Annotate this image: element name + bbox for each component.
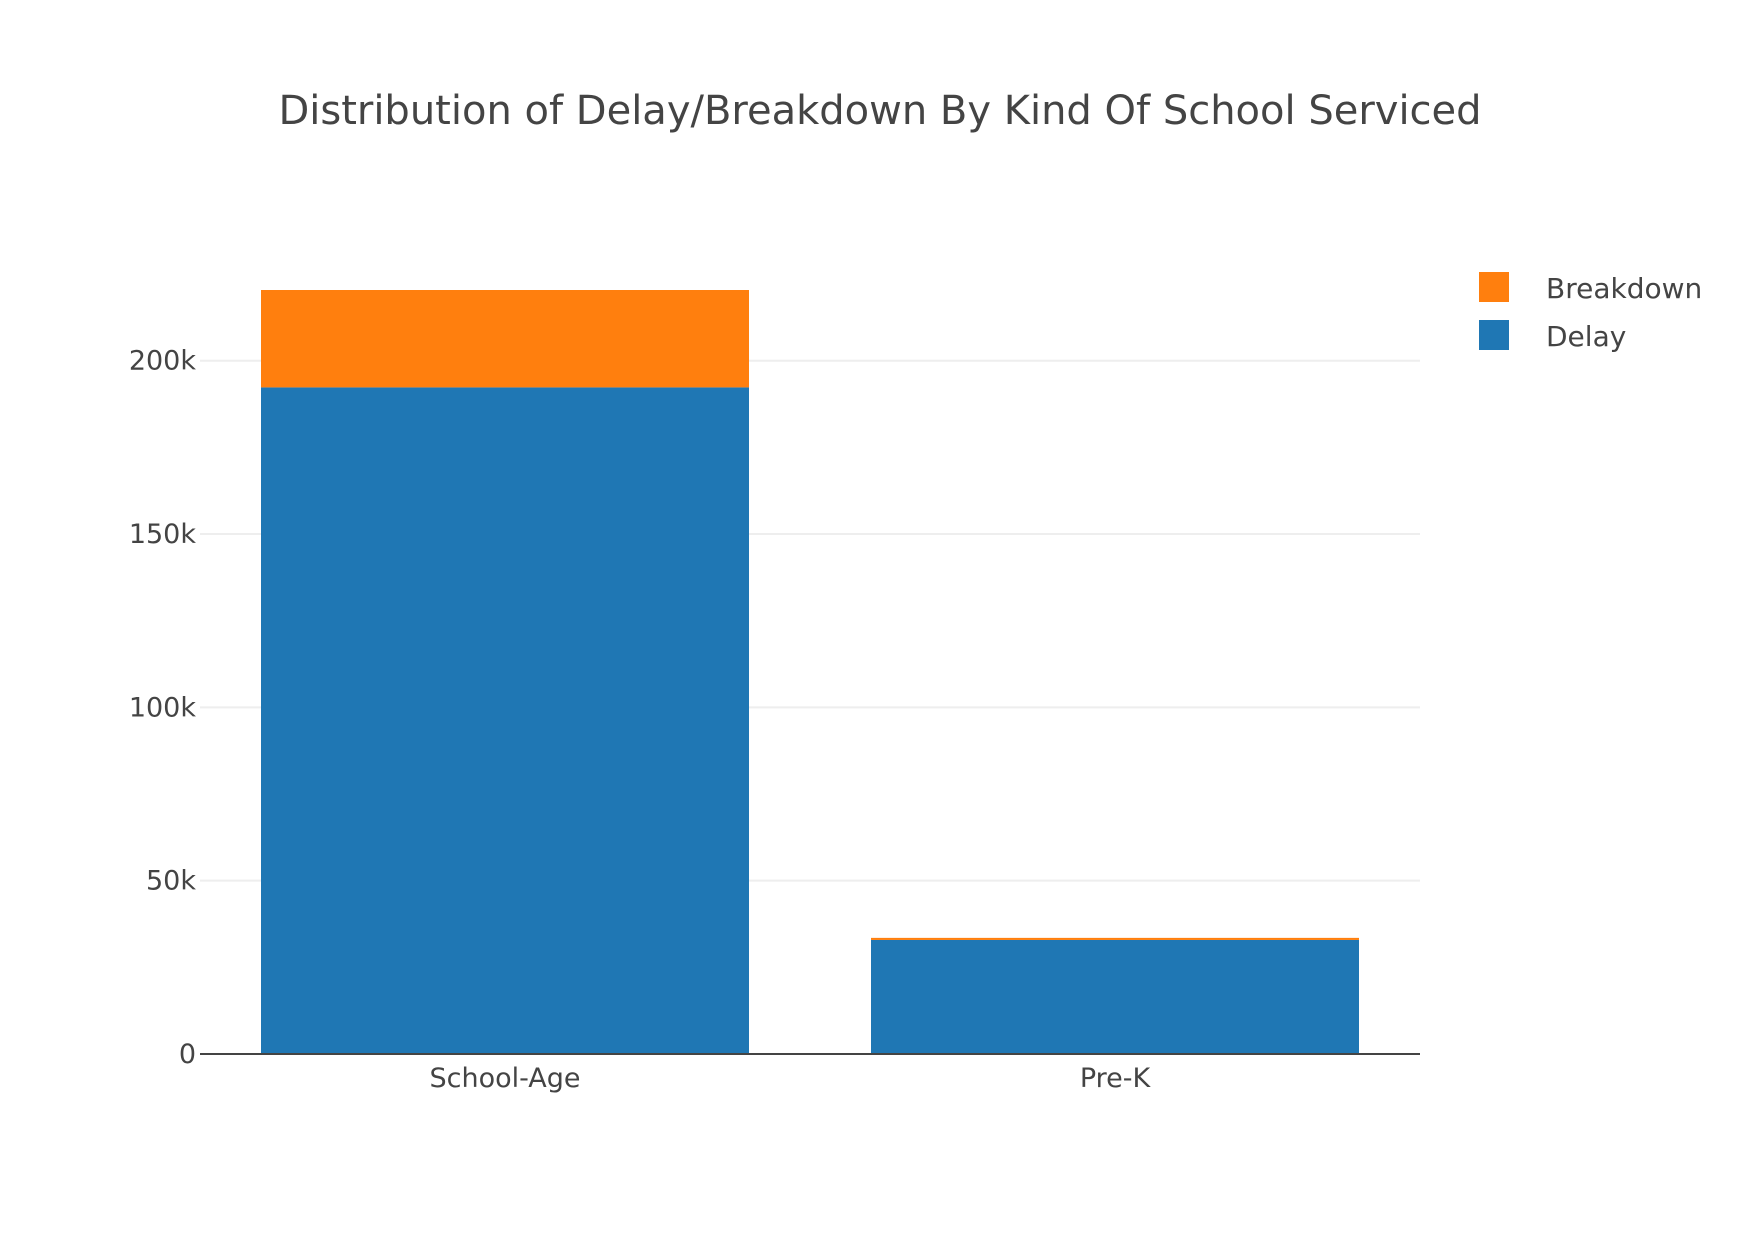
y-tick-label: 0 <box>179 1039 196 1070</box>
legend-swatch-breakdown[interactable] <box>1479 272 1509 302</box>
bar-breakdown-school-age[interactable] <box>261 290 749 388</box>
x-axis-ticks: School-Age Pre-K <box>429 1063 1151 1094</box>
y-tick-label: 100k <box>129 692 197 723</box>
legend: Breakdown Delay <box>1479 272 1702 353</box>
legend-label-breakdown[interactable]: Breakdown <box>1546 272 1702 305</box>
x-tick-label-pre-k: Pre-K <box>1080 1063 1152 1094</box>
bar-delay-pre-k[interactable] <box>871 939 1359 1054</box>
chart-title: Distribution of Delay/Breakdown By Kind … <box>278 88 1481 134</box>
legend-label-delay[interactable]: Delay <box>1546 320 1626 353</box>
x-tick-label-school-age: School-Age <box>429 1063 580 1094</box>
bar-breakdown-pre-k[interactable] <box>871 937 1359 940</box>
y-axis-ticks: 0 50k 100k 150k 200k <box>129 346 197 1070</box>
legend-swatch-delay[interactable] <box>1479 320 1509 350</box>
bars <box>261 290 1359 1055</box>
y-tick-label: 50k <box>146 866 196 897</box>
y-tick-label: 150k <box>129 519 197 550</box>
bar-delay-school-age[interactable] <box>261 387 749 1055</box>
y-tick-label: 200k <box>129 346 197 377</box>
